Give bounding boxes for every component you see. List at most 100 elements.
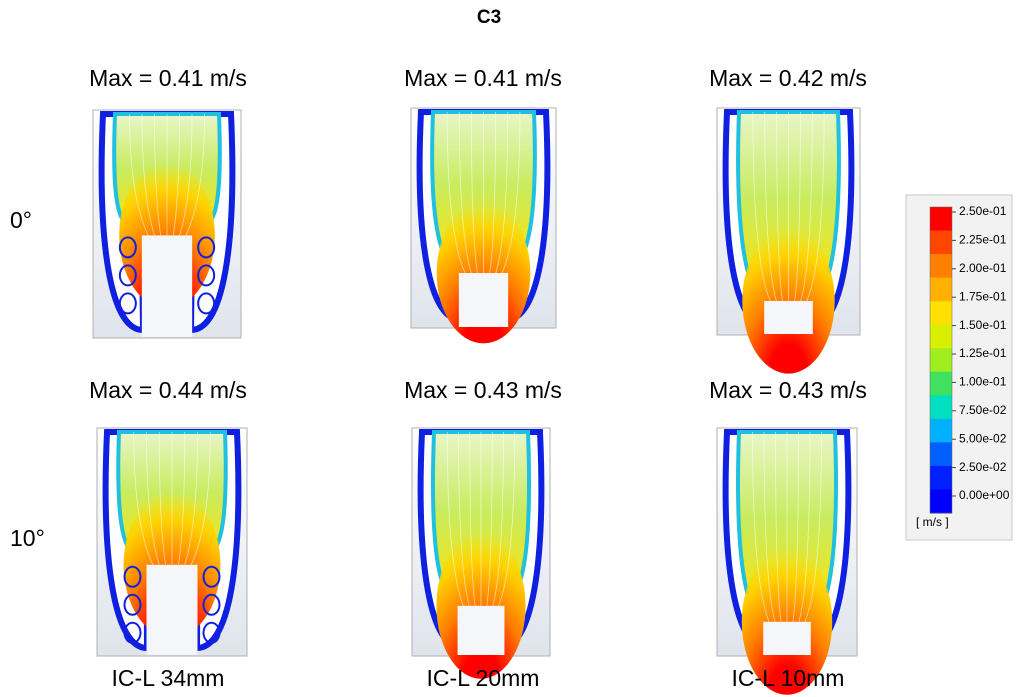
streamline	[495, 111, 509, 274]
streamline	[486, 431, 493, 606]
streamline	[154, 113, 162, 236]
row-label: 10°	[10, 525, 45, 551]
colorbar-swatch	[930, 230, 952, 255]
streamline-plot	[92, 109, 242, 339]
colorbar-swatch	[930, 442, 952, 467]
colorbar-label: 2.50e-02	[959, 460, 1007, 474]
streamline	[446, 111, 466, 274]
inlet	[141, 235, 193, 337]
colorbar-label: 7.50e-02	[959, 403, 1007, 417]
column-label: IC-L 10mm	[732, 665, 845, 691]
streamline	[469, 431, 476, 606]
streamline	[141, 113, 155, 236]
streamline	[184, 431, 198, 565]
colorbar-swatch	[930, 301, 952, 326]
colorbar-outline	[929, 206, 953, 514]
inlet	[458, 273, 509, 327]
streamline	[800, 111, 813, 302]
column-label: IC-L 34mm	[112, 665, 225, 691]
streamline	[804, 431, 822, 622]
max-label: Max = 0.43 m/s	[404, 377, 562, 403]
streamline	[133, 431, 154, 565]
max-label: Max = 0.44 m/s	[89, 377, 247, 403]
colorbar-swatch	[930, 277, 952, 302]
vortex	[197, 292, 216, 315]
vortex	[123, 621, 142, 644]
streamline	[498, 431, 516, 606]
streamline	[489, 111, 497, 274]
vortex	[123, 593, 142, 616]
streamline	[172, 113, 180, 236]
streamline	[752, 111, 771, 302]
streamline	[794, 111, 801, 302]
streamline	[775, 431, 782, 622]
inlet	[146, 564, 198, 655]
streamline	[190, 431, 211, 565]
colorbar-label: 1.75e-01	[959, 289, 1007, 303]
streamline	[798, 431, 811, 622]
colorbar-label: 1.50e-01	[959, 318, 1007, 332]
row-label: 0°	[10, 207, 32, 233]
streamline	[158, 431, 167, 565]
streamline-plot	[96, 427, 248, 657]
colorbar-swatch	[930, 348, 952, 373]
column-label: IC-L 20mm	[427, 665, 540, 691]
vortex	[118, 292, 137, 315]
streamline-plot	[411, 427, 551, 679]
streamline	[792, 431, 799, 622]
streamline-plot	[410, 107, 557, 344]
vortex	[123, 565, 142, 588]
colorbar-label: 2.00e-01	[959, 261, 1007, 275]
vortex	[197, 264, 216, 287]
streamline	[446, 431, 464, 606]
streamline	[146, 431, 160, 565]
colorbar-swatch	[930, 371, 952, 396]
max-label: Max = 0.42 m/s	[709, 65, 867, 91]
max-label: Max = 0.41 m/s	[89, 65, 247, 91]
streamline	[492, 431, 504, 606]
streamline	[752, 431, 770, 622]
inlet	[457, 605, 505, 655]
colorbar-swatch	[930, 489, 952, 514]
vortex	[202, 565, 221, 588]
streamline	[185, 113, 205, 236]
inlet	[763, 621, 811, 655]
streamline	[458, 111, 472, 274]
colorbar-label: 1.25e-01	[959, 346, 1007, 360]
colorbar-swatch	[930, 254, 952, 279]
vortex	[118, 264, 137, 287]
colorbar-label: 0.00e+00	[959, 488, 1010, 502]
max-label: Max = 0.41 m/s	[404, 65, 562, 91]
colorbar-box	[905, 194, 1013, 541]
streamline	[177, 431, 186, 565]
colorbar-swatch	[930, 395, 952, 420]
vortex	[118, 236, 137, 259]
streamline	[776, 111, 783, 302]
colorbar-label: 2.25e-01	[959, 233, 1007, 247]
streamline	[764, 111, 777, 302]
colorbar-label: 1.00e-01	[959, 375, 1007, 389]
streamline-plot	[716, 107, 861, 374]
streamline	[458, 431, 470, 606]
colorbar-label: 2.50e-01	[959, 204, 1007, 218]
streamline	[763, 431, 776, 622]
colorbar-swatch	[930, 465, 952, 490]
streamline	[179, 113, 193, 236]
inlet	[764, 300, 813, 334]
streamline	[806, 111, 825, 302]
streamline-plot	[716, 427, 858, 695]
vortex	[202, 621, 221, 644]
streamline	[501, 111, 521, 274]
colorbar-swatch	[930, 324, 952, 349]
colorbar-swatch	[930, 418, 952, 443]
panels: 0° Max = 0.41 m/s Max = 0.41 m/s Max = 0.42…	[10, 65, 1010, 695]
max-label: Max = 0.43 m/s	[709, 377, 867, 403]
figure-title: C3	[477, 7, 501, 28]
colorbar-unit: [ m/s ]	[916, 515, 949, 529]
vortex	[202, 593, 221, 616]
colorbar-swatch	[930, 207, 952, 232]
vortex	[197, 236, 216, 259]
colorbar-label: 5.00e-02	[959, 431, 1007, 445]
streamline	[129, 113, 149, 236]
